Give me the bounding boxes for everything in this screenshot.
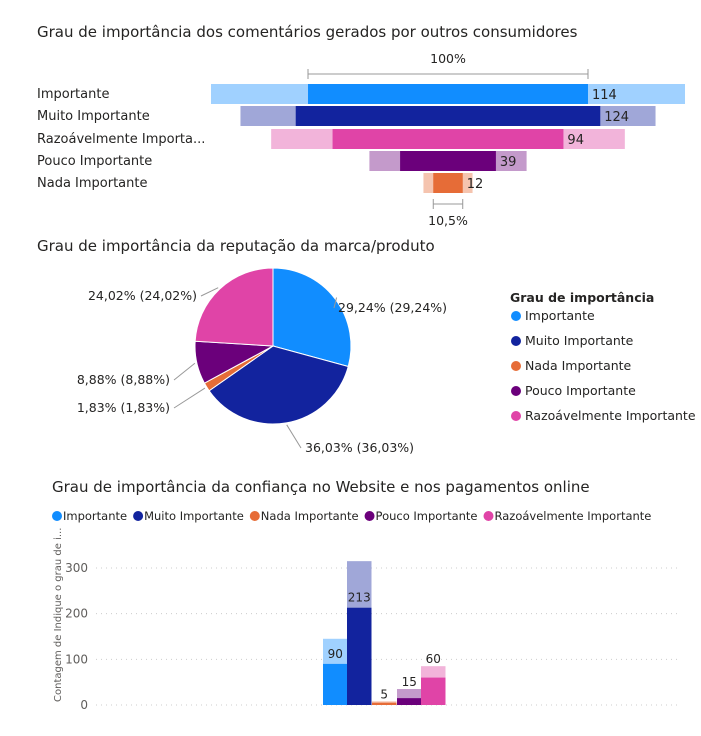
pie-slice (194, 267, 274, 347)
funnel-value-label: 114 (592, 88, 617, 103)
funnel-value-label: 124 (604, 110, 629, 125)
bar-legend-item: Nada Importante (261, 509, 359, 523)
pie-data-label: 36,03% (36,03%) (305, 440, 414, 455)
pie-legend-item: Razoávelmente Importante (525, 408, 696, 423)
funnel-value-label: 94 (567, 133, 584, 148)
bar-legend-marker (249, 511, 260, 521)
bar-y-tick-label: 300 (65, 561, 88, 575)
pie-legend-item: Nada Importante (525, 358, 632, 373)
pie-title: Grau de importância da reputação da marc… (37, 237, 435, 255)
pie-legend-title: Grau de importância (510, 290, 654, 305)
pie-data-label: 29,24% (29,24%) (338, 300, 447, 315)
funnel-top-label: 100% (430, 51, 466, 66)
bar (397, 698, 422, 705)
bar-value-label: 5 (380, 687, 388, 701)
bar-legend-item: Razoávelmente Importante (495, 509, 652, 523)
pie-legend-marker (511, 361, 521, 371)
pie-data-label: 24,02% (24,02%) (88, 288, 197, 303)
bar (347, 607, 372, 705)
pie-leader-line (173, 362, 196, 381)
funnel-bottom-label: 10,5% (428, 213, 468, 228)
pie-leader-line (333, 297, 338, 309)
funnel-bar (295, 106, 601, 126)
funnel-category-label: Razoávelmente Importa... (37, 132, 205, 147)
funnel-bar (332, 129, 564, 149)
bar-title: Grau de importância da confiança no Webs… (52, 478, 590, 496)
pie-legend-item: Muito Importante (525, 333, 634, 348)
bar (421, 677, 446, 705)
pie-leader-line (286, 424, 302, 449)
bar-legend-item: Muito Importante (144, 509, 244, 523)
bar-value-label: 15 (402, 675, 417, 689)
pie-leader-line (200, 287, 219, 297)
bar-value-label: 90 (328, 647, 343, 661)
pie-legend-marker (511, 386, 521, 396)
funnel-category-label: Muito Importante (37, 109, 150, 124)
funnel-category-label: Pouco Importante (37, 154, 152, 169)
funnel-bar (433, 173, 463, 193)
bar-y-axis-label: Contagem de Indique o grau de i... (53, 528, 64, 702)
bar-legend-marker (52, 511, 62, 521)
pie-data-label: 1,83% (1,83%) (77, 400, 170, 415)
funnel-bar (308, 84, 588, 104)
funnel-top-bracket (307, 69, 589, 79)
funnel-category-label: Importante (37, 87, 109, 102)
pie-legend-marker (511, 336, 521, 346)
bar-legend-marker (133, 511, 144, 521)
bar (372, 702, 397, 705)
pie-legend-marker (511, 411, 521, 421)
pie-slice (272, 267, 352, 368)
pie-data-label: 8,88% (8,88%) (77, 372, 170, 387)
funnel-value-label: 12 (467, 177, 484, 192)
bar-legend-item: Pouco Importante (376, 509, 478, 523)
pie-legend-item: Pouco Importante (525, 383, 636, 398)
bar-legend-item: Importante (63, 509, 127, 523)
bar-value-label: 60 (426, 652, 441, 666)
funnel-value-label: 39 (500, 155, 517, 170)
funnel-bar (400, 151, 496, 171)
bar-y-tick-label: 100 (65, 652, 88, 666)
bar (323, 663, 348, 705)
bar-value-label: 213 (348, 591, 371, 605)
funnel-title: Grau de importância dos comentários gera… (37, 23, 578, 41)
bar-legend-marker (483, 511, 494, 521)
pie-legend-item: Importante (525, 308, 595, 323)
bar-legend-marker (364, 511, 375, 521)
funnel-category-label: Nada Importante (37, 176, 148, 191)
funnel-bottom-bracket (432, 199, 464, 209)
pie-leader-line (173, 387, 206, 409)
pie-slice (208, 345, 349, 425)
pie-legend-marker (511, 311, 521, 321)
bar-y-tick-label: 0 (80, 698, 88, 712)
bar-y-tick-label: 200 (65, 607, 88, 621)
